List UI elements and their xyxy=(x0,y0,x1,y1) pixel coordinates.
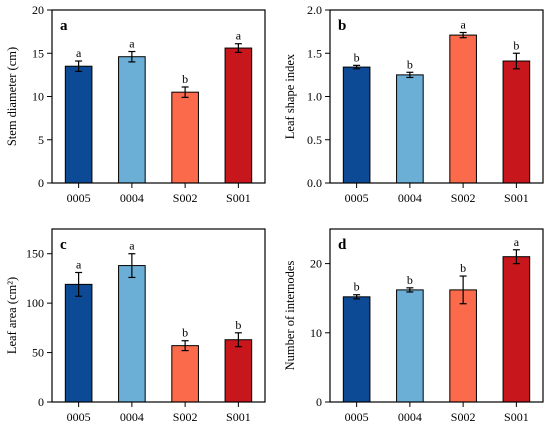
significance-letter: b xyxy=(182,72,188,86)
significance-letter: b xyxy=(407,57,413,71)
significance-letter: b xyxy=(407,273,413,287)
x-tick-label: S001 xyxy=(504,191,529,205)
plot-frame xyxy=(51,228,266,403)
significance-letter: a xyxy=(76,257,82,271)
significance-letter: a xyxy=(460,17,466,31)
x-tick-label: 0004 xyxy=(398,191,422,205)
y-tick-label: 5 xyxy=(38,133,44,147)
bar-S002 xyxy=(449,34,477,184)
chart-panel-a: 0 5 10 15 20 a 0005 a 0004 b S002 a S001 a Stem diamet… xyxy=(5,3,266,205)
significance-letter: b xyxy=(513,38,519,52)
y-tick-label: 0 xyxy=(316,395,322,409)
bar-0005 xyxy=(64,283,93,403)
plot-frame xyxy=(329,9,544,184)
y-tick-label: 50 xyxy=(32,346,44,360)
y-axis-label: Stem diameter (cm) xyxy=(5,47,19,146)
y-axis-label: Number of internodes xyxy=(283,261,297,371)
bar-S002 xyxy=(171,345,199,403)
bar-S002 xyxy=(449,289,477,403)
y-tick-label: 20 xyxy=(32,3,44,17)
x-tick-label: S002 xyxy=(451,410,476,424)
bar-0004 xyxy=(396,289,424,403)
significance-letter: a xyxy=(236,29,242,43)
significance-letter: a xyxy=(76,46,82,60)
y-tick-label: 20 xyxy=(310,257,322,271)
y-tick-label: 0.5 xyxy=(307,133,322,147)
y-tick-label: 10 xyxy=(310,326,322,340)
y-tick-label: 0 xyxy=(38,395,44,409)
bar-0005 xyxy=(64,65,93,184)
x-tick-label: 0004 xyxy=(398,410,422,424)
panel-letter: d xyxy=(338,237,347,253)
y-tick-label: 100 xyxy=(26,296,44,310)
y-axis-label: Leaf shape index xyxy=(283,53,297,139)
x-tick-label: 0004 xyxy=(120,191,144,205)
y-tick-label: 150 xyxy=(26,247,44,261)
panel-letter: a xyxy=(60,18,68,34)
x-tick-label: S002 xyxy=(173,191,198,205)
x-tick-label: 0005 xyxy=(345,191,369,205)
significance-letter: a xyxy=(129,239,135,253)
significance-letter: a xyxy=(514,235,520,249)
chart-panel-b: 0.0 0.5 1.0 1.5 2.0 b 0005 b 0004 a S002 b S001 b Leaf… xyxy=(283,3,544,205)
y-tick-label: 10 xyxy=(32,90,44,104)
significance-letter: b xyxy=(354,50,360,64)
y-tick-label: 1.5 xyxy=(307,46,322,60)
y-tick-label: 15 xyxy=(32,46,44,60)
panel-letter: c xyxy=(60,237,67,253)
bar-0005 xyxy=(342,66,371,184)
panel-letter: b xyxy=(338,18,346,34)
significance-letter: b xyxy=(354,280,360,294)
y-tick-label: 2.0 xyxy=(307,3,322,17)
y-axis-label: Leaf area (cm²) xyxy=(5,277,19,354)
x-tick-label: 0005 xyxy=(67,410,91,424)
plot-frame xyxy=(51,9,266,184)
bar-S001 xyxy=(224,47,253,184)
significance-letter: a xyxy=(129,37,135,51)
x-tick-label: S002 xyxy=(173,410,198,424)
y-tick-label: 1.0 xyxy=(307,90,322,104)
bar-S002 xyxy=(171,91,199,184)
bar-0004 xyxy=(118,265,146,403)
plot-frame xyxy=(329,228,544,403)
bar-0004 xyxy=(396,74,424,184)
x-tick-label: S001 xyxy=(504,410,529,424)
bar-S001 xyxy=(502,256,531,403)
bar-S001 xyxy=(224,339,253,403)
x-tick-label: 0005 xyxy=(67,191,91,205)
x-tick-label: S001 xyxy=(226,191,251,205)
x-tick-label: 0004 xyxy=(120,410,144,424)
significance-letter: b xyxy=(235,318,241,332)
significance-letter: b xyxy=(460,261,466,275)
y-tick-label: 0 xyxy=(38,176,44,190)
chart-panel-c: 0 50 100 150 a 0005 a 0004 b S002 b S001 c Leaf area … xyxy=(5,228,266,424)
significance-letter: b xyxy=(182,326,188,340)
bar-0005 xyxy=(342,296,371,403)
x-tick-label: S002 xyxy=(451,191,476,205)
chart-panel-d: 0 10 20 b 0005 b 0004 b S002 a S001 d Number of inte… xyxy=(283,228,544,424)
y-tick-label: 0.0 xyxy=(307,176,322,190)
bar-0004 xyxy=(118,56,146,184)
x-tick-label: 0005 xyxy=(345,410,369,424)
bar-S001 xyxy=(502,60,531,184)
x-tick-label: S001 xyxy=(226,410,251,424)
